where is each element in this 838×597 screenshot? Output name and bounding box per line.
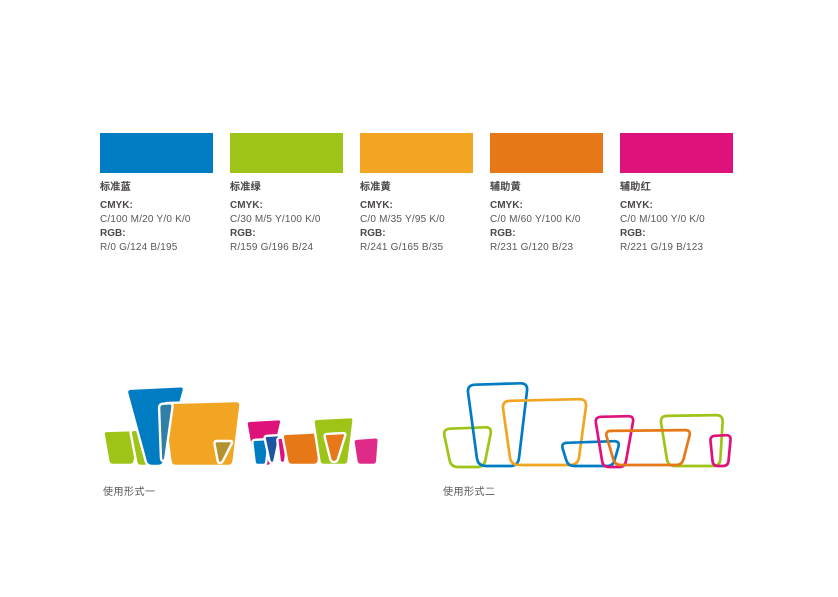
cmyk-label: CMYK:	[360, 200, 393, 211]
cmyk-value: C/100 M/20 Y/0 K/0	[100, 214, 191, 225]
usage-form-1-caption: 使用形式一	[103, 487, 156, 498]
rgb-label: RGB:	[490, 228, 516, 239]
color-palette-row: 标准蓝 CMYK: C/100 M/20 Y/0 K/0 RGB: R/0 G/…	[100, 133, 733, 255]
cmyk-value: C/0 M/35 Y/95 K/0	[360, 214, 445, 225]
logo-trapezoid-magenta	[594, 414, 635, 469]
logo-usage-form-1-filled	[102, 385, 380, 468]
color-name: 标准蓝	[100, 182, 131, 193]
logo-trapezoid-green	[102, 428, 141, 467]
rgb-label: RGB:	[360, 228, 386, 239]
cmyk-value: C/0 M/60 Y/100 K/0	[490, 214, 581, 225]
rgb-value: R/159 G/196 B/24	[230, 242, 314, 253]
rgb-value: R/0 G/124 B/195	[100, 242, 178, 253]
cmyk-label: CMYK:	[230, 200, 263, 211]
usage-form-2-caption: 使用形式二	[443, 487, 496, 498]
color-swatch-standard-green	[230, 133, 343, 173]
color-swatch-standard-blue	[100, 133, 213, 173]
cmyk-label: CMYK:	[100, 200, 133, 211]
logo-trapezoid-magenta	[709, 433, 732, 468]
color-card-standard-green: 标准绿 CMYK: C/30 M/5 Y/100 K/0 RGB: R/159 …	[230, 133, 343, 255]
rgb-value: R/231 G/120 B/23	[490, 242, 574, 253]
logo-trapezoid-yellow	[501, 397, 588, 467]
color-swatch-standard-yellow	[360, 133, 473, 173]
cmyk-value: C/0 M/100 Y/0 K/0	[620, 214, 705, 225]
cmyk-label: CMYK:	[620, 200, 653, 211]
logo-trapezoid-yellow	[162, 399, 242, 468]
logo-trapezoid-olive	[213, 439, 234, 465]
logo-usage-form-2-outline	[442, 381, 732, 469]
rgb-label: RGB:	[100, 228, 126, 239]
color-swatch-aux-red	[620, 133, 733, 173]
logo-trapezoid-orange	[323, 431, 347, 464]
color-card-standard-yellow: 标准黄 CMYK: C/0 M/35 Y/95 K/0 RGB: R/241 G…	[360, 133, 473, 255]
color-card-aux-yellow: 辅助黄 CMYK: C/0 M/60 Y/100 K/0 RGB: R/231 …	[490, 133, 603, 255]
logo-trapezoid-green	[442, 425, 493, 469]
cmyk-label: CMYK:	[490, 200, 523, 211]
color-name: 辅助黄	[490, 182, 521, 193]
logo-trapezoid-teal	[157, 402, 174, 463]
logo-trapezoid-magenta	[352, 436, 380, 467]
logo-trapezoid-orange	[604, 428, 692, 467]
color-name: 辅助红	[620, 182, 651, 193]
color-card-aux-red: 辅助红 CMYK: C/0 M/100 Y/0 K/0 RGB: R/221 G…	[620, 133, 733, 255]
color-swatch-aux-yellow	[490, 133, 603, 173]
rgb-value: R/221 G/19 B/123	[620, 242, 704, 253]
rgb-label: RGB:	[620, 228, 646, 239]
logo-trapezoid-navy	[263, 433, 281, 465]
color-name: 标准绿	[230, 182, 261, 193]
logo-trapezoid-blue	[251, 437, 270, 467]
rgb-label: RGB:	[230, 228, 256, 239]
color-card-standard-blue: 标准蓝 CMYK: C/100 M/20 Y/0 K/0 RGB: R/0 G/…	[100, 133, 213, 255]
rgb-value: R/241 G/165 B/35	[360, 242, 444, 253]
logo-trapezoid-blue	[466, 381, 529, 468]
cmyk-value: C/30 M/5 Y/100 K/0	[230, 214, 321, 225]
color-name: 标准黄	[360, 182, 391, 193]
